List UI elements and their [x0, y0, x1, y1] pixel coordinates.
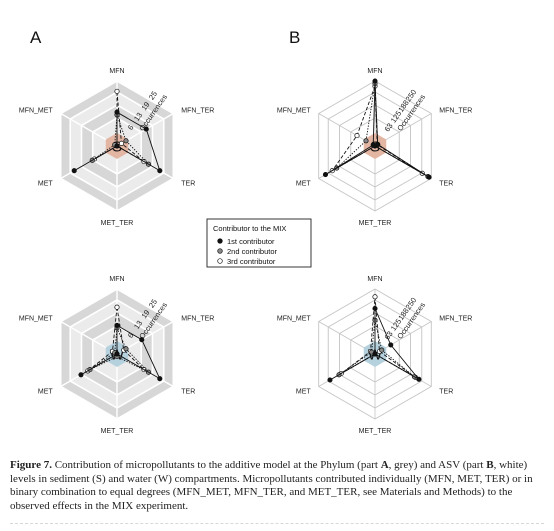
figure-caption: Figure 7. Contribution of micropollutant…: [10, 459, 540, 513]
tick-label: 25: [147, 298, 159, 310]
tick-label: 13: [132, 319, 144, 331]
axis-label: MFN: [109, 68, 124, 75]
caption-text-2: , grey) and ASV (part: [388, 459, 487, 471]
series-1st-contributor-point: [372, 305, 378, 312]
axis-label: MFN_TER: [181, 316, 214, 323]
axis-label: MFN_TER: [439, 108, 472, 115]
axis-label: MFN: [367, 68, 382, 75]
series-1st-contributor-point: [327, 377, 333, 383]
series-1st-contributor-point: [426, 174, 432, 180]
panel-letter-a: A: [30, 28, 42, 47]
figure-label: Figure 7.: [10, 459, 52, 471]
axis-label: MET: [38, 181, 54, 188]
series-1st-contributor-point: [139, 337, 145, 343]
series-2nd-contributor-point: [363, 138, 369, 144]
legend-marker-1st: [217, 238, 223, 244]
axis-label: MET: [296, 181, 312, 188]
axis-label: MFN_MET: [19, 316, 54, 323]
radar-chart-b-sediment: SMFNMFN_TERTERMET_TERMETMFN_MET631251882…: [277, 68, 472, 227]
axis-label: MET_TER: [359, 220, 392, 227]
caption-part-a: A: [380, 459, 389, 471]
series-1st-contributor-point: [71, 168, 77, 174]
series-1st-contributor-point: [114, 351, 120, 357]
radar-chart-a-sediment: SMFNMFN_TERTERMET_TERMETMFN_MET6131925Oc…: [19, 68, 214, 227]
legend-label-3rd: 3rd contributor: [227, 257, 276, 266]
axis-label: MFN: [109, 276, 124, 283]
radar-chart-a-water: WMFNMFN_TERTERMET_TERMETMFN_MET6131925Oc…: [19, 276, 214, 435]
series-3rd-contributor-point: [114, 88, 120, 94]
series-1st-contributor-point: [114, 143, 120, 149]
series-1st-contributor-point: [114, 109, 120, 115]
axis-label: MFN_TER: [181, 108, 214, 115]
series-1st-contributor-point: [322, 172, 329, 178]
series-1st-contributor-point: [157, 376, 163, 382]
tick-label: 25: [147, 90, 159, 102]
axis-label: TER: [181, 181, 195, 188]
axis-label: TER: [439, 389, 453, 396]
panel-letter-b: B: [289, 28, 300, 47]
legend-marker-3rd: [217, 258, 223, 264]
tick-label: 19: [139, 308, 151, 320]
legend-title: Contributor to the MIX: [213, 224, 286, 233]
series-1st-contributor-point: [370, 142, 376, 148]
series-1st-contributor-point: [78, 372, 84, 378]
series-1st-contributor-point: [114, 322, 120, 328]
legend-label-2nd: 2nd contributor: [227, 247, 278, 256]
axis-label: MET_TER: [101, 428, 134, 435]
series-3rd-contributor-point: [118, 140, 125, 146]
axis-label: MET: [38, 389, 54, 396]
legend-label-1st: 1st contributor: [227, 237, 275, 246]
series-1st-contributor-point: [372, 78, 378, 84]
tick-label: 13: [132, 111, 144, 123]
axis-label: MFN_MET: [19, 108, 54, 115]
series-3rd-contributor-point: [372, 294, 378, 300]
axis-label: MFN_MET: [277, 108, 312, 115]
series-2nd-contributor-point: [379, 347, 385, 353]
axis-label: MFN_TER: [439, 316, 472, 323]
axis-label: TER: [181, 389, 195, 396]
legend-box: [206, 218, 312, 268]
axis-label: MET: [296, 389, 312, 396]
axis-label: MFN: [367, 276, 382, 283]
series-1st-contributor-point: [416, 376, 422, 382]
axis-label: MFN_MET: [277, 316, 312, 323]
legend-marker-2nd: [217, 248, 223, 254]
tick-label: 63: [383, 121, 395, 133]
series-1st-contributor-point: [143, 126, 149, 132]
tick-label: 6: [126, 123, 136, 132]
caption-part-b: B: [486, 459, 494, 471]
series-2nd-contributor-point: [123, 138, 129, 144]
axis-label: MET_TER: [359, 428, 392, 435]
tick-label: 6: [126, 331, 136, 340]
series-1st-contributor-point: [157, 168, 163, 174]
series-3rd-contributor-point: [354, 133, 360, 139]
caption-text-3: , white) levels in sediment (S) and wate…: [10, 459, 533, 512]
caption-divider: [10, 523, 544, 524]
legend: Contributor to the MIX 1st contributor 2…: [206, 218, 312, 268]
series-1st-contributor-point: [372, 351, 378, 357]
series-2nd-contributor-point: [123, 346, 129, 352]
series-3rd-contributor-point: [114, 304, 120, 310]
tick-label: 63: [383, 329, 395, 341]
series-1st-contributor-point: [388, 342, 394, 348]
axis-label: TER: [439, 181, 453, 188]
radar-chart-b-water: WMFNMFN_TERTERMET_TERMETMFN_MET631251882…: [277, 276, 472, 435]
axis-label: MET_TER: [101, 220, 134, 227]
caption-text-1: Contribution of micropollutants to the a…: [51, 459, 381, 471]
tick-label: 19: [139, 100, 151, 112]
